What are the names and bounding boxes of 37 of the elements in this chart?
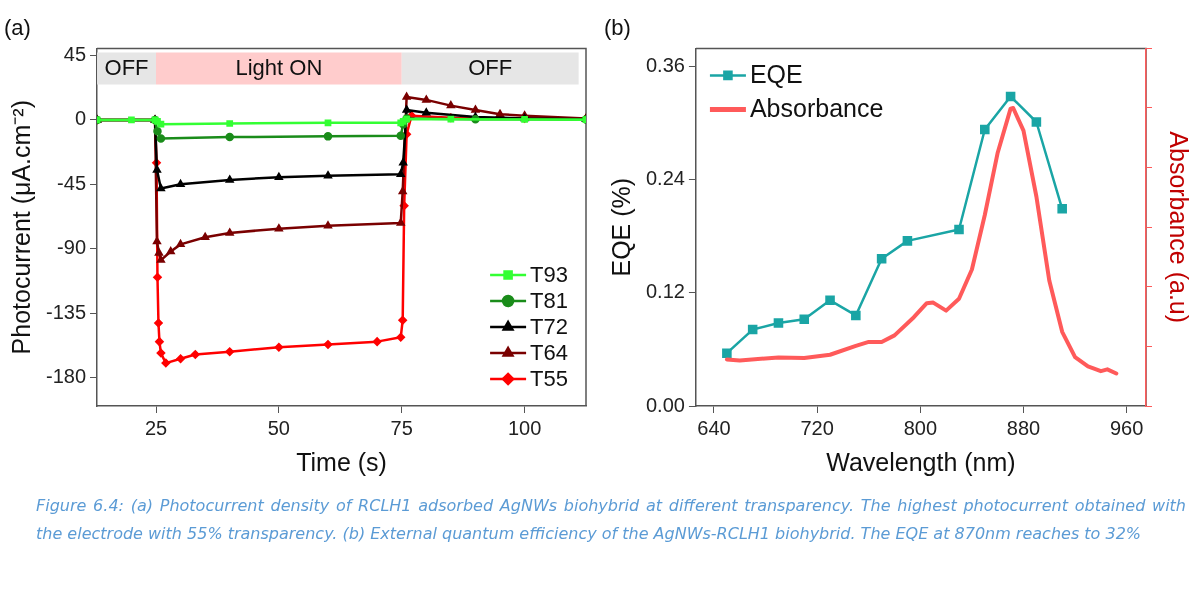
x-axis-title: Time (s) [296,447,387,476]
band-label: OFF [104,55,149,81]
x-tick-label: 800 [903,416,938,439]
y-tick-label: 0.24 [645,167,685,190]
x-tick-label: 960 [1109,416,1144,439]
y-tick-label: 0.36 [645,53,685,76]
x-tick-label: 50 [267,416,290,439]
y-tick-label: -45 [57,171,87,194]
y-tick-label: 45 [63,43,87,66]
chart-title: (a) [4,15,31,41]
y-tick-label: 0 [74,107,87,130]
y-tick-label: -90 [57,236,87,259]
band-label: Light ON [235,55,323,81]
y-axis-title: Photocurrent (μA.cm⁻²) [6,99,35,355]
x-tick-label: 25 [144,416,168,439]
x-tick-label: 880 [1006,416,1041,439]
legend-label: Absorbance [749,94,884,123]
chart-title: (b) [604,15,631,41]
x-tick-label: 640 [697,416,731,439]
legend-label: EQE [749,60,803,89]
x-tick-label: 100 [507,416,542,439]
x-tick-label: 720 [800,416,834,439]
band-label: OFF [468,55,513,81]
y-tick-label: 0.12 [645,280,685,303]
x-axis-title: Wavelength (nm) [826,447,1016,476]
caption: Figure 6.4: (a) Photocurrent density of RCLH1 adsorbed AgNWs biohybrid at different transparency. The highest photocurrent obtained with the electrode with 55% transparency. (b) External quantum efficiency of the AgNWs-RCLH1 biohybrid. The EQE at 870nm reaches to 32% [36,495,1186,545]
y2-axis-title: Absorbance (a.u) [1165,131,1194,324]
y-tick-label: -180 [46,364,87,387]
legend-label: T64 [530,340,569,366]
x-tick-label: 75 [390,416,413,439]
legend-label: T72 [530,314,569,340]
y-tick-label: 0.00 [645,393,685,416]
y-axis-title: EQE (%) [606,177,635,277]
y-tick-label: -135 [46,300,87,323]
legend-label: T55 [530,366,569,392]
legend-label: T81 [530,288,569,314]
legend-label: T93 [530,262,569,288]
